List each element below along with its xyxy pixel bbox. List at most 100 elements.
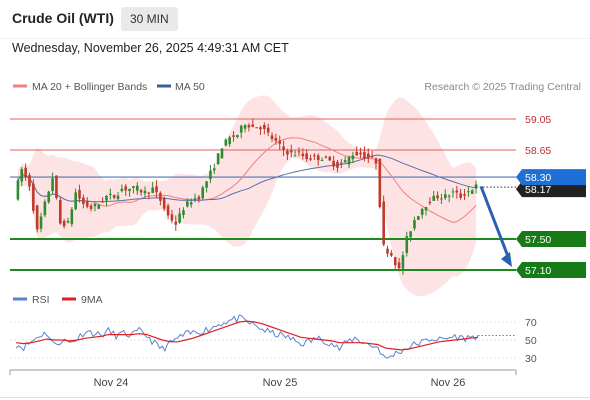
candle-body — [255, 127, 258, 129]
candle-body — [151, 187, 154, 193]
candle-body — [386, 248, 389, 254]
candle-body — [135, 185, 139, 191]
ma20-legend-label: MA 20 + Bollinger Bands — [32, 81, 147, 93]
candle-body — [55, 175, 58, 198]
candle-body — [143, 190, 147, 194]
candle-body — [316, 155, 320, 161]
candle-body — [20, 169, 24, 182]
candle-body — [413, 220, 416, 229]
candle-body — [197, 196, 201, 200]
candle-body — [313, 155, 316, 157]
timestamp: Wednesday, November 26, 2025 4:49:31 AM … — [12, 41, 289, 55]
candle-body — [474, 184, 478, 189]
candle-body — [401, 255, 405, 269]
forecast-arrow-head — [501, 252, 512, 267]
level-label-59-05: 59.05 — [525, 114, 551, 126]
candle-body — [247, 124, 251, 128]
candle-body — [97, 204, 101, 209]
candle-body — [340, 162, 343, 164]
candle-body — [47, 191, 51, 203]
candle-body — [228, 137, 231, 145]
candle-body — [451, 191, 455, 193]
candle-body — [378, 158, 382, 207]
candle-body — [390, 252, 393, 256]
candle-body — [166, 205, 170, 216]
candle-body — [58, 199, 62, 224]
candle-body — [70, 209, 74, 225]
candle-body — [189, 202, 193, 205]
candle-body — [366, 153, 370, 159]
candle-body — [343, 160, 347, 163]
candle-body — [405, 236, 409, 253]
ma50-legend-label: MA 50 — [175, 81, 205, 93]
candle-body — [432, 195, 436, 201]
candle-body — [162, 197, 166, 209]
level-labels: 58.17 59.05 58.65 58.30 57.50 57.10 — [516, 114, 586, 278]
candles — [16, 118, 478, 275]
candle-body — [16, 180, 20, 200]
rsi-ma-line — [15, 320, 479, 351]
ma50-line — [17, 154, 477, 203]
candle-body — [447, 195, 451, 197]
candle-body — [459, 193, 462, 198]
candle-body — [28, 175, 31, 187]
candle-body — [301, 153, 305, 157]
candle-body — [89, 205, 93, 209]
candle-body — [93, 203, 97, 207]
candle-body — [282, 146, 285, 151]
rsi-panel: 70 50 30 — [10, 314, 537, 365]
candle-body — [105, 195, 108, 201]
candle-body — [186, 201, 189, 207]
candle-body — [424, 206, 428, 211]
level-label-57-50-box — [516, 231, 586, 248]
candle-body — [278, 140, 282, 144]
candle-body — [66, 220, 70, 223]
candle-body — [324, 156, 328, 158]
candle-body — [355, 151, 359, 156]
candle-body — [289, 150, 293, 153]
candle-body — [116, 195, 120, 200]
level-label-57-10-text: 57.10 — [525, 265, 551, 277]
candle-body — [336, 161, 339, 168]
x-tick-label-0: Nov 24 — [94, 377, 129, 389]
candle-body — [78, 190, 81, 199]
candle-body — [24, 167, 27, 177]
candle-body — [212, 168, 216, 171]
candle-body — [382, 201, 385, 245]
price-levels — [10, 118, 516, 271]
candle-body — [320, 159, 324, 161]
rsi-tick-30: 30 — [525, 353, 537, 365]
candle-body — [128, 188, 131, 192]
candle-body — [351, 155, 355, 160]
candle-body — [463, 194, 466, 196]
chart-header: Crude Oil (WTI) 30 MIN — [0, 0, 590, 38]
candle-body — [109, 194, 112, 196]
candle-body — [263, 125, 266, 129]
candle-body — [309, 158, 312, 160]
ma20-line — [17, 137, 477, 223]
candle-body — [43, 201, 47, 216]
timeframe-badge[interactable]: 30 MIN — [121, 7, 178, 31]
candle-body — [170, 214, 174, 221]
candle-body — [467, 191, 470, 193]
rsi-tick-70: 70 — [525, 317, 537, 329]
candle-body — [297, 151, 301, 153]
candle-body — [139, 190, 143, 193]
bollinger-band-fill — [17, 95, 477, 297]
candle-body — [182, 210, 185, 215]
candle-body — [436, 195, 439, 199]
candle-body — [178, 213, 181, 223]
candle-body — [455, 190, 459, 193]
candle-body — [417, 216, 420, 220]
candle-body — [328, 156, 332, 161]
candle-body — [220, 148, 224, 159]
level-label-58-30-text: 58.30 — [525, 172, 551, 184]
candle-body — [120, 188, 124, 192]
candle-body — [443, 194, 447, 198]
candle-body — [147, 192, 151, 194]
candle-body — [363, 151, 366, 159]
instrument-title: Crude Oil (WTI) — [12, 10, 114, 26]
time-axis: Nov 24 Nov 25 Nov 26 — [0, 369, 590, 398]
forecast-arrow — [476, 185, 516, 267]
candle-body — [243, 125, 247, 129]
